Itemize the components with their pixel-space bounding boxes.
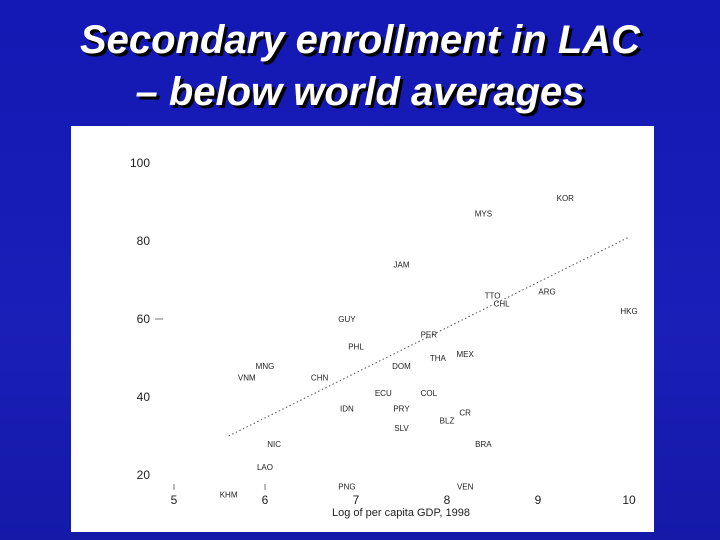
y-tick-label: 20 bbox=[137, 468, 151, 482]
data-point-label: JAM bbox=[394, 260, 410, 269]
x-tick-label: 6 bbox=[262, 493, 269, 507]
data-point-label: BLZ bbox=[440, 416, 455, 425]
y-tick-label: 40 bbox=[137, 390, 151, 404]
data-point-label: HKG bbox=[620, 307, 637, 316]
data-point-label: VNM bbox=[238, 374, 256, 383]
data-point-label: PHL bbox=[348, 342, 364, 351]
y-tick-label: 100 bbox=[130, 156, 150, 170]
data-point-label: KOR bbox=[557, 194, 575, 203]
data-point-label: PNG bbox=[338, 483, 355, 492]
x-axis-label: Log of per capita GDP, 1998 bbox=[332, 507, 470, 519]
data-point-label: LAO bbox=[257, 463, 273, 472]
y-tick-label: 60 bbox=[137, 312, 151, 326]
scatter-chart: Log of per capita GDP, 1998 100 80 60 40 20 5… bbox=[130, 156, 638, 519]
x-tick-label: 9 bbox=[535, 493, 542, 507]
slide-title-line-2: – below world averages bbox=[135, 70, 585, 114]
data-point-label: KHM bbox=[220, 491, 238, 500]
data-point-label: DOM bbox=[392, 362, 411, 371]
data-point-label: CHN bbox=[311, 374, 329, 383]
data-point-label: SLV bbox=[394, 424, 409, 433]
data-point-label: CR bbox=[459, 409, 471, 418]
data-point-label: CHL bbox=[494, 299, 511, 308]
data-point-label: MNG bbox=[256, 362, 275, 371]
data-point-label: NIC bbox=[267, 440, 281, 449]
data-point-label: THA bbox=[430, 354, 447, 363]
data-point-label: MEX bbox=[457, 350, 475, 359]
slide-title-line-1: Secondary enrollment in LAC bbox=[79, 18, 641, 62]
data-point-label: PER bbox=[421, 331, 438, 340]
x-tick-label: 5 bbox=[171, 493, 178, 507]
data-point-label: BRA bbox=[475, 440, 492, 449]
data-point-label: MYS bbox=[475, 210, 492, 219]
data-point-label: ARG bbox=[538, 288, 555, 297]
scatter-plot-panel: Log of per capita GDP, 1998 100 80 60 40 20 5… bbox=[71, 126, 654, 532]
x-tick-label: 8 bbox=[444, 493, 451, 507]
trend-line bbox=[228, 236, 630, 437]
data-point-label: VEN bbox=[457, 483, 474, 492]
data-point-label: ECU bbox=[375, 389, 392, 398]
x-tick-label: 10 bbox=[622, 493, 636, 507]
slide-title: Secondary enrollment in LAC – below worl… bbox=[0, 14, 720, 118]
data-point-label: TTO bbox=[485, 292, 501, 301]
data-point-label: GUY bbox=[338, 315, 356, 324]
data-point-label: PRY bbox=[393, 405, 410, 414]
x-tick-label: 7 bbox=[353, 493, 360, 507]
data-point-label: IDN bbox=[340, 405, 354, 414]
y-tick-label: 80 bbox=[137, 234, 151, 248]
data-point-label: COL bbox=[421, 389, 438, 398]
